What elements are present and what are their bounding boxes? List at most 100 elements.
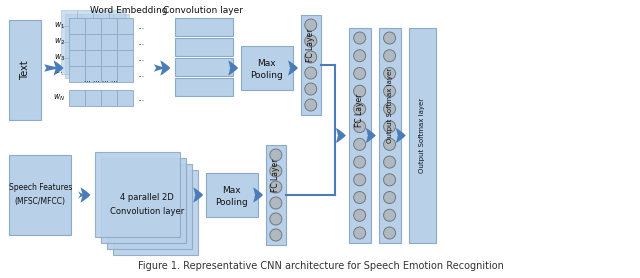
Circle shape bbox=[270, 197, 282, 209]
Circle shape bbox=[305, 35, 317, 47]
Circle shape bbox=[305, 83, 317, 95]
Text: Text: Text bbox=[20, 60, 31, 80]
Bar bbox=[101, 158, 186, 243]
Text: FC Layer: FC Layer bbox=[307, 28, 316, 62]
Bar bbox=[85, 66, 101, 82]
Bar bbox=[117, 50, 133, 66]
Bar bbox=[97, 30, 113, 46]
Text: Output Softmax layer: Output Softmax layer bbox=[419, 98, 426, 173]
Circle shape bbox=[354, 68, 365, 80]
Bar bbox=[77, 10, 93, 26]
Circle shape bbox=[383, 227, 396, 239]
Circle shape bbox=[354, 50, 365, 62]
Bar bbox=[69, 34, 85, 50]
Text: ...: ... bbox=[138, 21, 145, 31]
Bar bbox=[65, 30, 81, 46]
Bar bbox=[109, 10, 125, 26]
Text: Convolution layer: Convolution layer bbox=[163, 6, 243, 14]
Bar bbox=[101, 34, 117, 50]
Bar bbox=[101, 66, 117, 82]
Bar bbox=[81, 46, 97, 62]
Circle shape bbox=[383, 50, 396, 62]
Text: ...: ... bbox=[138, 53, 145, 63]
Bar bbox=[175, 58, 233, 76]
Bar bbox=[117, 66, 133, 82]
Bar bbox=[97, 62, 113, 78]
Bar bbox=[93, 42, 109, 58]
Bar bbox=[61, 26, 77, 42]
Bar bbox=[85, 90, 101, 106]
Circle shape bbox=[354, 156, 365, 168]
Circle shape bbox=[354, 103, 365, 115]
Bar bbox=[109, 26, 125, 42]
Circle shape bbox=[354, 85, 365, 97]
Text: $w_3$: $w_3$ bbox=[54, 53, 65, 63]
Bar bbox=[61, 58, 77, 74]
Circle shape bbox=[383, 174, 396, 186]
Text: ...: ... bbox=[138, 70, 145, 78]
Text: (MFSC/MFCC): (MFSC/MFCC) bbox=[15, 197, 66, 205]
Bar bbox=[349, 28, 371, 243]
Bar bbox=[101, 90, 117, 106]
Bar bbox=[101, 18, 117, 34]
Circle shape bbox=[270, 181, 282, 193]
Circle shape bbox=[305, 51, 317, 63]
Bar bbox=[93, 58, 109, 74]
Bar bbox=[85, 34, 101, 50]
Circle shape bbox=[383, 85, 396, 97]
Bar bbox=[81, 30, 97, 46]
Bar bbox=[77, 26, 93, 42]
Bar bbox=[97, 14, 113, 30]
Circle shape bbox=[383, 138, 396, 150]
Text: ...: ... bbox=[56, 66, 63, 75]
Circle shape bbox=[270, 229, 282, 241]
Bar bbox=[113, 46, 129, 62]
Circle shape bbox=[383, 68, 396, 80]
Bar bbox=[85, 50, 101, 66]
Bar bbox=[69, 90, 85, 106]
Bar bbox=[113, 170, 198, 255]
Bar bbox=[113, 14, 129, 30]
Circle shape bbox=[383, 209, 396, 221]
Circle shape bbox=[354, 138, 365, 150]
Bar bbox=[113, 30, 129, 46]
Circle shape bbox=[305, 67, 317, 79]
Bar bbox=[10, 20, 42, 120]
Circle shape bbox=[383, 192, 396, 203]
Text: Pooling: Pooling bbox=[250, 71, 284, 80]
Circle shape bbox=[354, 32, 365, 44]
Bar bbox=[65, 46, 81, 62]
Circle shape bbox=[270, 165, 282, 177]
Bar bbox=[117, 90, 133, 106]
Text: Output Softmax layer: Output Softmax layer bbox=[387, 68, 392, 143]
Text: Figure 1. Representative CNN architecture for Speech Emotion Recognition: Figure 1. Representative CNN architectur… bbox=[138, 261, 504, 271]
Bar bbox=[10, 155, 71, 235]
Bar bbox=[109, 58, 125, 74]
Bar bbox=[379, 28, 401, 243]
Circle shape bbox=[354, 209, 365, 221]
Text: $w_N$: $w_N$ bbox=[53, 93, 65, 103]
Text: FC Layer: FC Layer bbox=[355, 94, 364, 127]
Bar bbox=[117, 18, 133, 34]
Text: Max: Max bbox=[257, 58, 276, 68]
Bar bbox=[97, 46, 113, 62]
Text: $w_2$: $w_2$ bbox=[54, 37, 65, 47]
Circle shape bbox=[354, 174, 365, 186]
Bar bbox=[69, 18, 85, 34]
Text: Word Embedding: Word Embedding bbox=[90, 6, 168, 14]
Circle shape bbox=[354, 227, 365, 239]
Bar bbox=[85, 18, 101, 34]
Text: $w_1$: $w_1$ bbox=[54, 21, 65, 31]
Circle shape bbox=[383, 156, 396, 168]
Bar bbox=[109, 42, 125, 58]
Bar bbox=[77, 58, 93, 74]
Circle shape bbox=[305, 99, 317, 111]
Bar bbox=[266, 145, 286, 245]
Bar bbox=[206, 173, 258, 217]
Bar bbox=[61, 42, 77, 58]
Bar bbox=[175, 18, 233, 36]
Circle shape bbox=[383, 32, 396, 44]
Bar bbox=[65, 14, 81, 30]
Bar bbox=[241, 46, 292, 90]
Bar bbox=[69, 66, 85, 82]
